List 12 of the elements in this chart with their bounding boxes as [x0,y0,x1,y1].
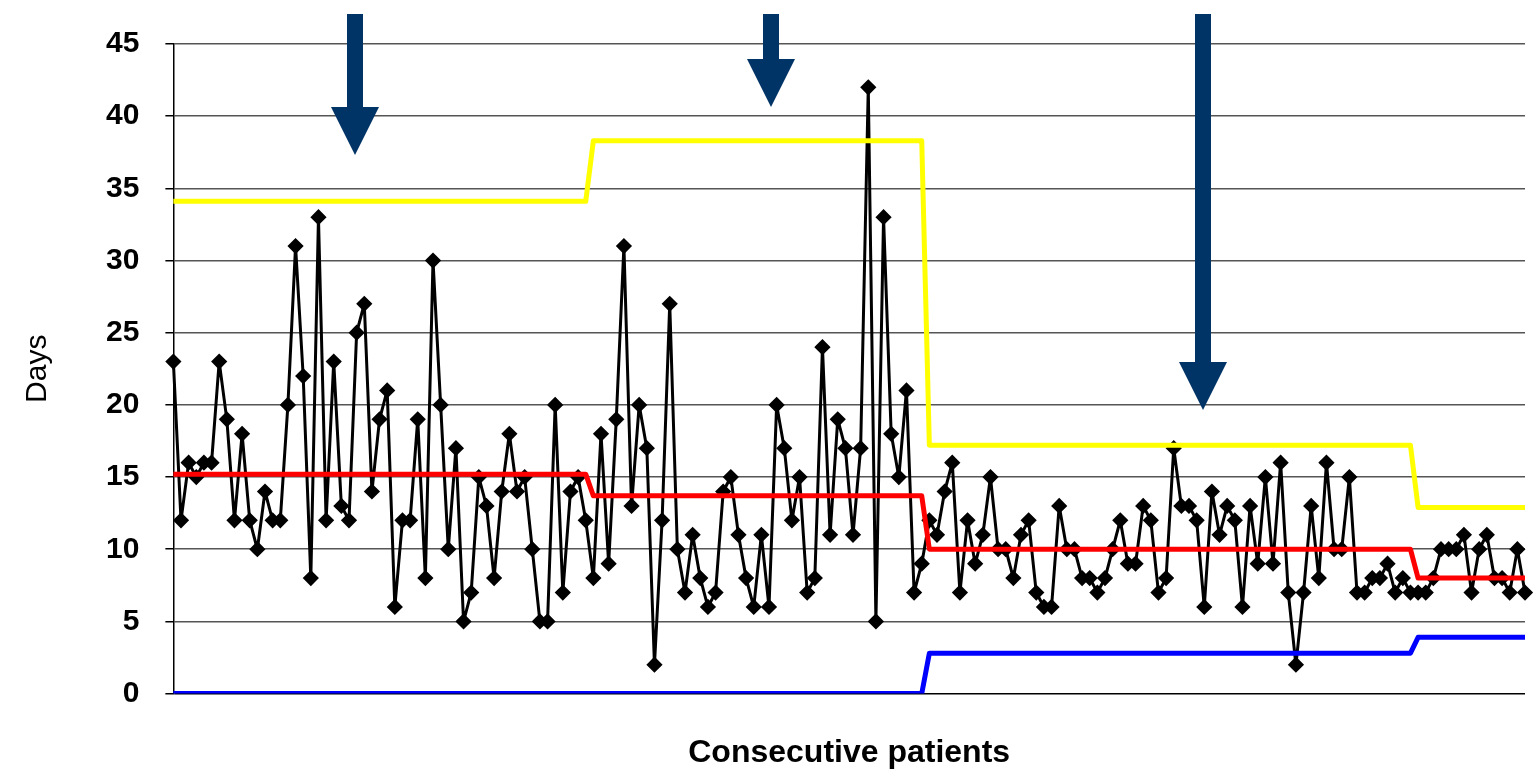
y-tick-label: 35 [105,169,140,203]
y-tick-label: 10 [105,530,140,564]
y-axis-title: Days [19,334,53,403]
y-tick-label: 15 [105,458,140,492]
x-axis-title: Consecutive patients [688,732,1011,769]
y-tick-label: 30 [105,241,140,275]
y-tick-label: 0 [122,674,140,708]
y-tick-label: 40 [105,97,140,131]
y-tick-label: 45 [105,25,140,59]
y-tick-label: 25 [105,313,140,347]
y-tick-label: 5 [122,602,140,636]
y-tick-label: 20 [105,386,140,420]
